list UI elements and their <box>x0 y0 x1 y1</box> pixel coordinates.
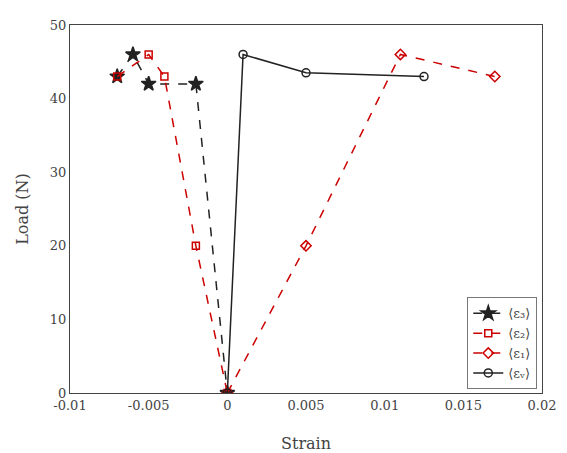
svg-text:20: 20 <box>50 238 67 253</box>
svg-text:0: 0 <box>58 386 66 401</box>
svg-text:⟨ε₂⟩: ⟨ε₂⟩ <box>508 326 530 341</box>
svg-text:50: 50 <box>50 18 67 33</box>
svg-text:⟨ε₁⟩: ⟨ε₁⟩ <box>508 346 530 361</box>
svg-text:-0.01: -0.01 <box>53 398 86 413</box>
svg-text:Load (N): Load (N) <box>13 173 32 245</box>
svg-text:0.015: 0.015 <box>445 398 482 413</box>
svg-text:0.005: 0.005 <box>287 398 324 413</box>
svg-text:10: 10 <box>50 312 67 327</box>
svg-text:30: 30 <box>50 165 67 180</box>
svg-text:0: 0 <box>223 398 231 413</box>
svg-text:0.01: 0.01 <box>370 398 399 413</box>
svg-text:-0.005: -0.005 <box>128 398 170 413</box>
svg-text:40: 40 <box>50 91 67 106</box>
svg-text:0.02: 0.02 <box>528 398 557 413</box>
svg-text:⟨εᵥ⟩: ⟨εᵥ⟩ <box>508 366 530 381</box>
svg-text:⟨ε₃⟩: ⟨ε₃⟩ <box>508 306 530 321</box>
svg-text:Strain: Strain <box>281 434 331 453</box>
